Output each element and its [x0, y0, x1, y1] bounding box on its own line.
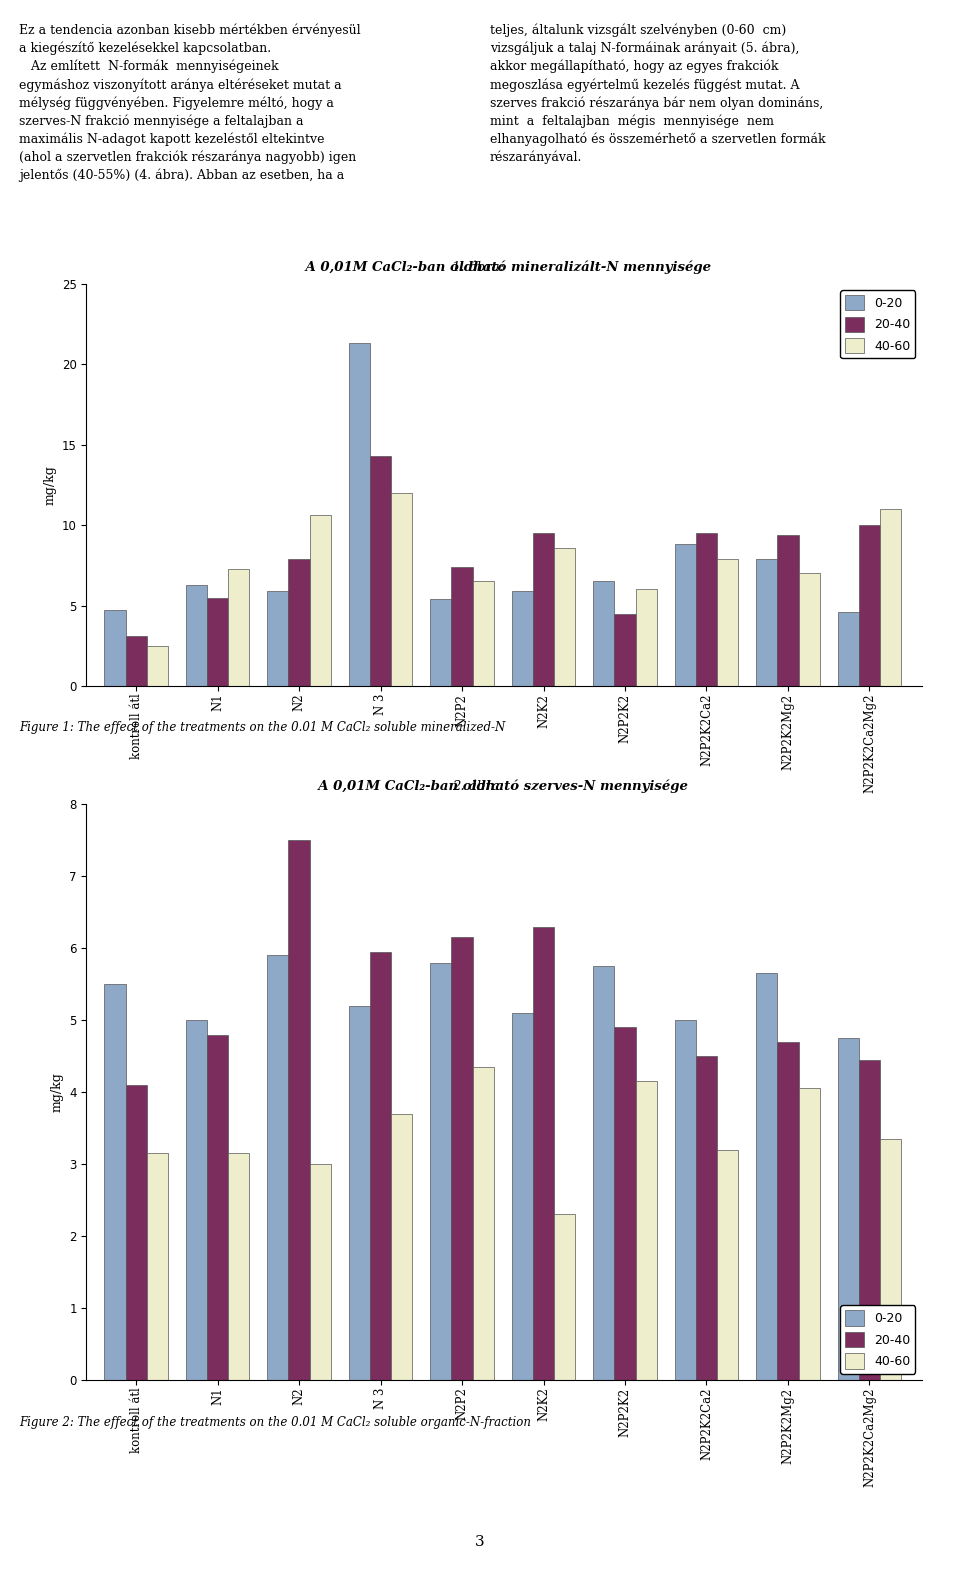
Bar [186, 1020, 207, 1380]
Bar [126, 1085, 147, 1380]
Bar [370, 456, 391, 686]
Bar [267, 591, 288, 686]
Bar [880, 509, 901, 686]
Bar [391, 1113, 413, 1380]
Bar [105, 984, 126, 1380]
Bar [147, 647, 168, 686]
Text: akkor megállapítható, hogy az egyes frakciók: akkor megállapítható, hogy az egyes frak… [490, 60, 779, 74]
Bar [228, 1153, 250, 1380]
Text: megoszlása egyértelmű kezelés függést mutat. A: megoszlása egyértelmű kezelés függést mu… [490, 77, 799, 91]
Bar [717, 1150, 738, 1380]
Bar [207, 1035, 228, 1380]
Bar [207, 598, 228, 686]
Bar [451, 568, 472, 686]
Bar [348, 344, 370, 686]
Bar [288, 558, 310, 686]
Bar [512, 591, 533, 686]
Bar [799, 574, 820, 686]
Bar [533, 533, 554, 686]
Bar [554, 547, 575, 686]
Bar [675, 1020, 696, 1380]
Text: (ahol a szervetlen frakciók részaránya nagyobb) igen: (ahol a szervetlen frakciók részaránya n… [19, 150, 356, 164]
Bar [472, 1068, 493, 1380]
Bar [838, 1038, 859, 1380]
Bar [533, 927, 554, 1380]
Bar [859, 525, 880, 686]
Text: 1. ábra:: 1. ábra: [452, 262, 508, 274]
Text: teljes, általunk vizsgált szelvényben (0-60  cm): teljes, általunk vizsgált szelvényben (0… [490, 24, 786, 38]
Bar [636, 590, 657, 686]
Text: 2. ábra:: 2. ábra: [452, 781, 508, 793]
Legend: 0-20, 20-40, 40-60: 0-20, 20-40, 40-60 [840, 1306, 915, 1374]
Text: elhanyagolható és összemérhető a szervetlen formák: elhanyagolható és összemérhető a szervet… [490, 132, 826, 147]
Bar [593, 967, 614, 1380]
Bar [147, 1153, 168, 1380]
Bar [838, 612, 859, 686]
Text: A 0,01M CaCl₂-ban oldható szerves-N mennyisége: A 0,01M CaCl₂-ban oldható szerves-N menn… [272, 779, 688, 793]
Bar [778, 535, 799, 686]
Y-axis label: mg/kg: mg/kg [51, 1072, 63, 1112]
Text: Ez a tendencia azonban kisebb mértékben érvényesül: Ez a tendencia azonban kisebb mértékben … [19, 24, 361, 38]
Text: Figure 2: The effect of the treatments on the 0.01 M CaCl₂ soluble organic-N-fra: Figure 2: The effect of the treatments o… [19, 1416, 531, 1429]
Bar [756, 973, 778, 1380]
Bar [451, 937, 472, 1380]
Bar [756, 558, 778, 686]
Bar [105, 610, 126, 686]
Bar [370, 953, 391, 1380]
Text: szerves-N frakció mennyisége a feltalajban a: szerves-N frakció mennyisége a feltalajb… [19, 115, 303, 128]
Text: A 0,01M CaCl₂-ban oldható mineralizált-N mennyisége: A 0,01M CaCl₂-ban oldható mineralizált-N… [250, 260, 710, 274]
Bar [228, 569, 250, 686]
Text: mélység függvényében. Figyelemre méltó, hogy a: mélység függvényében. Figyelemre méltó, … [19, 96, 334, 110]
Legend: 0-20, 20-40, 40-60: 0-20, 20-40, 40-60 [840, 290, 915, 358]
Bar [778, 1042, 799, 1380]
Text: mint  a  feltalajban  mégis  mennyisége  nem: mint a feltalajban mégis mennyisége nem [490, 115, 774, 128]
Bar [859, 1060, 880, 1380]
Bar [288, 841, 310, 1380]
Bar [267, 956, 288, 1380]
Bar [799, 1088, 820, 1380]
Text: egymáshoz viszonyított aránya eltéréseket mutat a: egymáshoz viszonyított aránya eltéréseke… [19, 77, 342, 91]
Bar [310, 1164, 331, 1380]
Text: Az említett  N-formák  mennyiségeinek: Az említett N-formák mennyiségeinek [19, 60, 278, 74]
Bar [512, 1012, 533, 1380]
Text: Figure 1: The effect of the treatments on the 0.01 M CaCl₂ soluble mineralized-N: Figure 1: The effect of the treatments o… [19, 721, 506, 733]
Bar [348, 1006, 370, 1380]
Bar [126, 636, 147, 686]
Text: szerves frakció részaránya bár nem olyan domináns,: szerves frakció részaránya bár nem olyan… [490, 96, 823, 110]
Bar [391, 494, 413, 686]
Bar [696, 1057, 717, 1380]
Bar [614, 613, 636, 686]
Bar [636, 1082, 657, 1380]
Bar [593, 582, 614, 686]
Text: jelentős (40-55%) (4. ábra). Abban az esetben, ha a: jelentős (40-55%) (4. ábra). Abban az es… [19, 169, 345, 183]
Y-axis label: mg/kg: mg/kg [43, 465, 57, 505]
Bar [430, 962, 451, 1380]
Text: részarányával.: részarányával. [490, 150, 582, 164]
Text: maximális N-adagot kapott kezeléstől eltekintve: maximális N-adagot kapott kezeléstől elt… [19, 132, 324, 147]
Bar [554, 1214, 575, 1380]
Bar [717, 558, 738, 686]
Text: a kiegészítő kezelésekkel kapcsolatban.: a kiegészítő kezelésekkel kapcsolatban. [19, 41, 272, 55]
Bar [675, 544, 696, 686]
Bar [186, 585, 207, 686]
Bar [614, 1027, 636, 1380]
Bar [430, 599, 451, 686]
Bar [696, 533, 717, 686]
Text: 3: 3 [475, 1536, 485, 1549]
Bar [310, 516, 331, 686]
Bar [880, 1139, 901, 1380]
Text: vizsgáljuk a talaj N-formáinak arányait (5. ábra),: vizsgáljuk a talaj N-formáinak arányait … [490, 41, 799, 55]
Bar [472, 582, 493, 686]
